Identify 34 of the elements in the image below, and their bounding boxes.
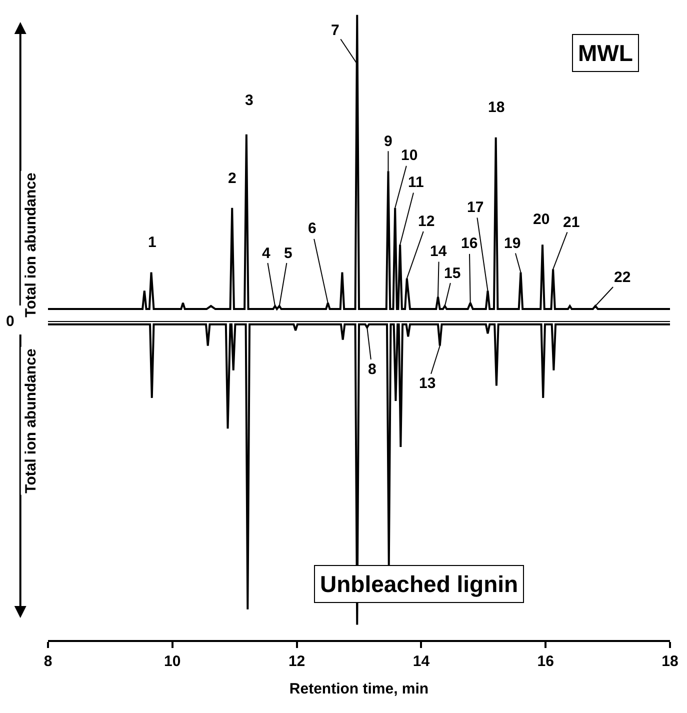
annotation: 21 xyxy=(563,214,580,231)
annotation: 4 xyxy=(262,245,271,262)
x-tick-label: 18 xyxy=(662,653,678,670)
annotation: 1 xyxy=(148,234,156,251)
annotation: 13 xyxy=(419,375,436,392)
x-tick-label: 14 xyxy=(412,653,430,670)
annotation: 7 xyxy=(331,22,340,39)
annotation: 6 xyxy=(308,220,316,237)
x-tick-label: 12 xyxy=(288,653,306,670)
annotation: 17 xyxy=(467,199,484,216)
text: Total ion abundance xyxy=(22,348,40,494)
x-tick-label: 10 xyxy=(164,653,181,670)
annotation: 12 xyxy=(418,213,435,230)
series-label: Unbleached lignin xyxy=(320,571,518,597)
annotation: 11 xyxy=(408,174,424,191)
y-axis-title: Total ion abundance xyxy=(22,172,40,318)
annotation: 14 xyxy=(430,243,448,260)
text: 0 xyxy=(6,313,14,330)
annotation: 8 xyxy=(368,361,376,378)
annotation: 19 xyxy=(504,235,521,252)
annotation: 20 xyxy=(533,211,550,228)
annotation: 10 xyxy=(401,147,418,164)
annotation: 22 xyxy=(614,269,631,286)
annotation: 2 xyxy=(228,170,236,187)
annotation: 16 xyxy=(461,235,478,252)
annotation: 18 xyxy=(488,99,505,116)
annotation: 9 xyxy=(384,133,392,150)
annotation: 15 xyxy=(444,265,461,282)
text: MWL xyxy=(578,40,633,66)
x-tick-label: 16 xyxy=(537,653,554,670)
x-tick-label: 8 xyxy=(44,653,52,670)
annotation: 3 xyxy=(245,92,254,109)
x-axis-title: Retention time, min xyxy=(289,680,429,698)
annotation: 5 xyxy=(284,245,292,262)
